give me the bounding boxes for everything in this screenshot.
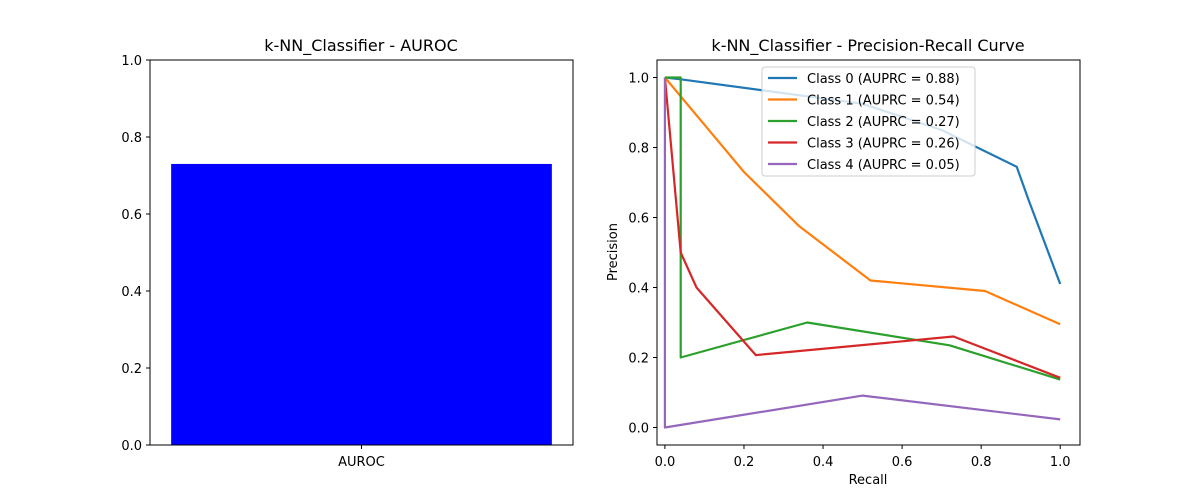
- x-tick-label: 0.2: [734, 455, 755, 470]
- y-tick-label: 0.4: [121, 285, 142, 300]
- legend-label: Class 4 (AUPRC = 0.05): [807, 158, 960, 173]
- legend-label: Class 1 (AUPRC = 0.54): [807, 94, 960, 109]
- y-tick-label: 0.2: [121, 362, 142, 377]
- auroc-panel: k-NN_Classifier - AUROC 0.0 0.2 0.4 0.6 0.8 1…: [121, 36, 574, 470]
- x-tick-label: AUROC: [338, 455, 385, 470]
- x-tick-label: 0.0: [655, 455, 676, 470]
- legend-label: Class 2 (AUPRC = 0.27): [807, 115, 960, 130]
- pr-y-axis-label: Precision: [606, 223, 621, 281]
- y-tick-label: 0.0: [121, 439, 142, 454]
- pr-legend: Class 0 (AUPRC = 0.88) Class 1 (AUPRC = 0…: [761, 66, 976, 177]
- pr-series-line-class-1: [664, 76, 1061, 326]
- x-tick-label: 1.0: [1050, 455, 1071, 470]
- legend-box: [761, 66, 976, 177]
- auroc-x-axis-ticks: AUROC: [338, 445, 385, 470]
- x-tick-label: 0.6: [892, 455, 913, 470]
- y-tick-label: 0.0: [628, 422, 649, 437]
- y-tick-label: 0.4: [628, 282, 649, 297]
- legend-label: Class 0 (AUPRC = 0.88): [807, 72, 960, 87]
- y-tick-label: 1.0: [121, 54, 142, 69]
- x-tick-label: 0.8: [971, 455, 992, 470]
- y-tick-label: 0.8: [121, 131, 142, 146]
- pr-x-axis-ticks: 0.0 0.2 0.4 0.6 0.8 1.0: [655, 445, 1071, 470]
- auroc-bars: [171, 163, 552, 445]
- legend-label: Class 3 (AUPRC = 0.26): [807, 137, 960, 152]
- auroc-plot-frame: [149, 59, 574, 446]
- y-tick-label: 0.6: [628, 212, 649, 227]
- x-tick-label: 0.4: [813, 455, 834, 470]
- y-tick-label: 1.0: [628, 72, 649, 87]
- y-tick-label: 0.2: [628, 352, 649, 367]
- auroc-chart-title: k-NN_Classifier - AUROC: [264, 36, 458, 56]
- auroc-y-axis-ticks: 0.0 0.2 0.4 0.6 0.8 1.0: [121, 54, 150, 454]
- y-tick-label: 0.6: [121, 208, 142, 223]
- pr-panel: k-NN_Classifier - Precision-Recall Curve…: [606, 36, 1081, 488]
- pr-x-axis-label: Recall: [849, 473, 888, 488]
- legend-items: Class 0 (AUPRC = 0.88) Class 1 (AUPRC = 0…: [768, 72, 960, 173]
- pr-chart-title: k-NN_Classifier - Precision-Recall Curve: [711, 36, 1024, 56]
- pr-plot-frame: [656, 59, 1081, 446]
- y-tick-label: 0.8: [628, 142, 649, 157]
- auroc-bar: [171, 163, 552, 445]
- pr-series-line-class-3: [663, 77, 1061, 379]
- pr-series-line-class-4: [663, 77, 1061, 429]
- pr-y-axis-ticks: 0.0 0.2 0.4 0.6 0.8 1.0: [628, 72, 657, 437]
